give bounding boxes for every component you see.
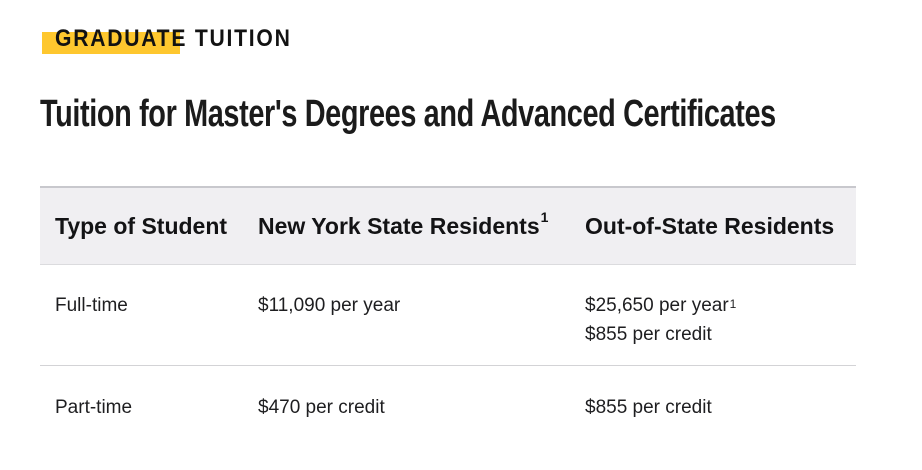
- column-header-label: Type of Student: [55, 212, 228, 239]
- tuition-value: $855 per credit: [585, 397, 712, 418]
- tuition-line: $11,090 per year: [258, 291, 570, 320]
- eyebrow-label: GRADUATE TUITION: [55, 25, 292, 52]
- column-header-label: Out-of-State Residents: [585, 212, 835, 239]
- column-header-nys-residents: New York State Residents1: [243, 209, 570, 240]
- column-header-label: New York State Residents: [258, 212, 540, 239]
- table-header-row: Type of Student New York State Residents…: [40, 186, 856, 265]
- section-eyebrow: GRADUATE TUITION: [42, 24, 324, 56]
- tuition-value: $855 per credit: [585, 324, 712, 345]
- cell-out-of-state-tuition: $855 per credit: [570, 393, 856, 422]
- column-header-out-of-state: Out-of-State Residents: [570, 213, 856, 240]
- tuition-table: Type of Student New York State Residents…: [40, 186, 856, 438]
- eyebrow-highlight: [42, 32, 180, 54]
- tuition-value: $25,650 per year: [585, 295, 729, 316]
- student-type-label: Full-time: [55, 295, 128, 316]
- tuition-value: $470 per credit: [258, 397, 385, 418]
- tuition-value: $11,090 per year: [258, 295, 401, 316]
- column-header-type-of-student: Type of Student: [40, 213, 243, 240]
- page-title: Tuition for Master's Degrees and Advance…: [40, 93, 776, 135]
- tuition-line: $855 per credit: [585, 320, 856, 349]
- tuition-line: $855 per credit: [585, 393, 856, 422]
- table-row-part-time: Part-time $470 per credit $855 per credi…: [40, 366, 856, 438]
- student-type-label: Part-time: [55, 397, 133, 418]
- cell-nys-tuition: $11,090 per year: [243, 291, 570, 349]
- footnote-marker: 1: [540, 208, 549, 225]
- tuition-line: $470 per credit: [258, 393, 570, 422]
- cell-student-type: Full-time: [40, 291, 243, 349]
- tuition-line: $25,650 per year1: [585, 291, 856, 320]
- table-row-full-time: Full-time $11,090 per year $25,650 per y…: [40, 265, 856, 366]
- cell-nys-tuition: $470 per credit: [243, 393, 570, 422]
- footnote-marker: 1: [729, 297, 737, 311]
- cell-student-type: Part-time: [40, 393, 243, 422]
- cell-out-of-state-tuition: $25,650 per year1 $855 per credit: [570, 291, 856, 349]
